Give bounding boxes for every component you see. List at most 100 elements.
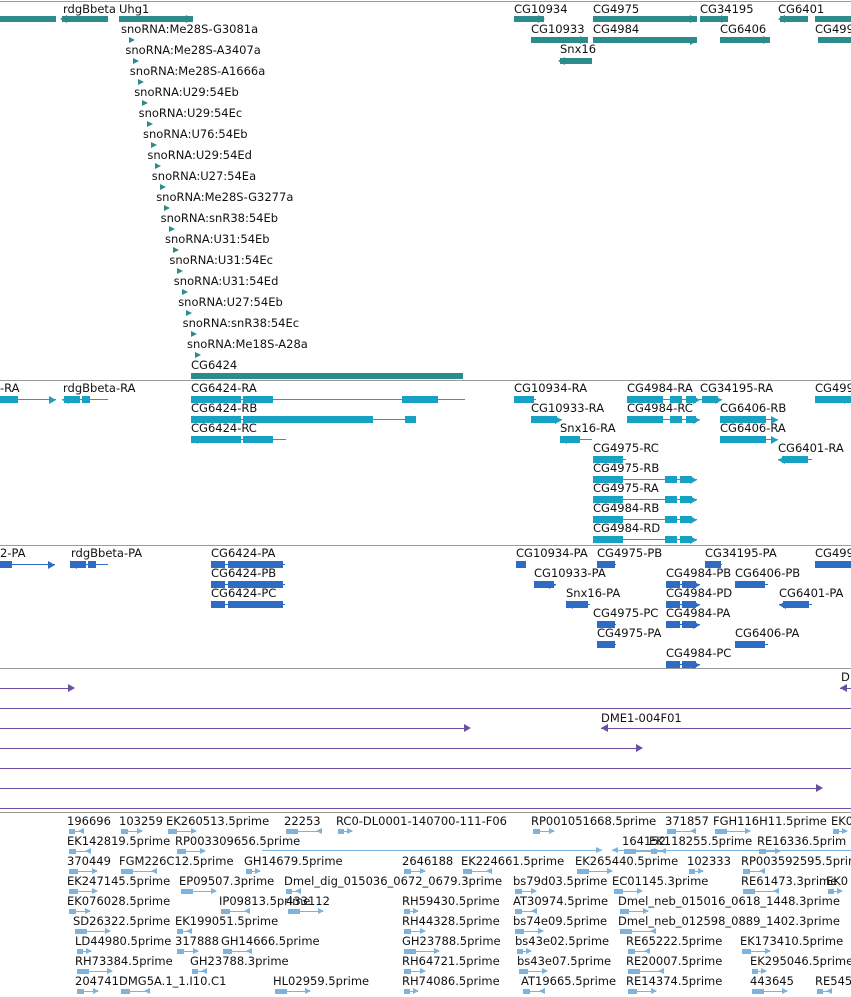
- est-block[interactable]: [168, 829, 178, 834]
- exon-block[interactable]: [627, 396, 663, 403]
- est-line[interactable]: [624, 851, 659, 852]
- gene-model[interactable]: [593, 539, 697, 540]
- est-block[interactable]: [404, 949, 416, 954]
- est-line[interactable]: [77, 991, 98, 992]
- est-line[interactable]: [177, 851, 205, 852]
- est-line[interactable]: [743, 871, 764, 872]
- gene-model[interactable]: [593, 479, 697, 480]
- exon-block[interactable]: [702, 396, 718, 403]
- est-block[interactable]: [286, 889, 292, 894]
- exon-block[interactable]: [665, 476, 677, 483]
- est-line[interactable]: [246, 871, 260, 872]
- est-block[interactable]: [77, 969, 89, 974]
- feature-glyph[interactable]: [815, 16, 851, 22]
- est-line[interactable]: [620, 911, 648, 912]
- est-block[interactable]: [689, 869, 695, 874]
- exon-block[interactable]: [705, 561, 721, 568]
- est-line[interactable]: [286, 891, 300, 892]
- est-block[interactable]: [69, 849, 76, 854]
- est-line[interactable]: [338, 831, 352, 832]
- exon-block[interactable]: [593, 516, 623, 523]
- est-block[interactable]: [69, 829, 75, 834]
- exon-block[interactable]: [514, 396, 534, 403]
- est-line[interactable]: [523, 991, 544, 992]
- gene-bar[interactable]: [62, 16, 108, 22]
- exon-block[interactable]: [191, 436, 241, 443]
- exon-block[interactable]: [670, 416, 682, 423]
- est-line[interactable]: [519, 971, 547, 972]
- est-line[interactable]: [121, 991, 149, 992]
- feature-glyph[interactable]: [531, 37, 588, 43]
- exon-block[interactable]: [815, 561, 851, 568]
- gene-bar[interactable]: [119, 16, 193, 22]
- gene-bar[interactable]: [0, 16, 56, 22]
- exon-block[interactable]: [228, 601, 283, 608]
- est-line[interactable]: [620, 931, 655, 932]
- exon-block[interactable]: [666, 621, 680, 628]
- est-line[interactable]: [689, 871, 703, 872]
- est-line[interactable]: [614, 891, 642, 892]
- est-line[interactable]: [69, 851, 90, 852]
- est-block[interactable]: [404, 909, 410, 914]
- feature-glyph[interactable]: [700, 16, 728, 22]
- est-line[interactable]: [743, 891, 778, 892]
- est-line[interactable]: [286, 831, 321, 832]
- est-line[interactable]: [742, 951, 770, 952]
- est-line[interactable]: [651, 851, 665, 852]
- est-block[interactable]: [181, 889, 193, 894]
- est-block[interactable]: [69, 869, 79, 874]
- est-line[interactable]: [515, 911, 536, 912]
- est-block[interactable]: [177, 849, 187, 854]
- est-block[interactable]: [69, 909, 76, 914]
- clone-line[interactable]: [601, 728, 851, 729]
- est-block[interactable]: [667, 829, 677, 834]
- est-block[interactable]: [77, 989, 84, 994]
- exon-block[interactable]: [682, 601, 696, 608]
- exon-block[interactable]: [597, 641, 615, 648]
- est-line[interactable]: [752, 991, 787, 992]
- est-block[interactable]: [624, 849, 636, 854]
- est-line[interactable]: [628, 951, 649, 952]
- exon-block[interactable]: [597, 621, 615, 628]
- est-line[interactable]: [715, 831, 750, 832]
- est-line[interactable]: [275, 991, 310, 992]
- est-block[interactable]: [759, 849, 766, 854]
- est-line[interactable]: [817, 991, 831, 992]
- est-block[interactable]: [743, 889, 755, 894]
- exon-block[interactable]: [720, 436, 766, 443]
- exon-block[interactable]: [682, 581, 696, 588]
- gene-model[interactable]: [593, 519, 697, 520]
- clone-line[interactable]: [0, 748, 640, 749]
- est-line[interactable]: [177, 951, 198, 952]
- exon-block[interactable]: [534, 581, 554, 588]
- clone-line[interactable]: [0, 708, 851, 709]
- exon-block[interactable]: [64, 396, 80, 403]
- clone-line[interactable]: [0, 768, 851, 769]
- est-block[interactable]: [620, 909, 630, 914]
- exon-block[interactable]: [666, 581, 680, 588]
- est-line[interactable]: [77, 971, 112, 972]
- exon-block[interactable]: [593, 496, 623, 503]
- est-block[interactable]: [404, 969, 411, 974]
- est-block[interactable]: [69, 889, 79, 894]
- exon-block[interactable]: [531, 416, 557, 423]
- exon-block[interactable]: [402, 396, 438, 403]
- est-block[interactable]: [628, 949, 635, 954]
- exon-block[interactable]: [665, 516, 677, 523]
- est-block[interactable]: [75, 929, 87, 934]
- exon-block[interactable]: [560, 436, 580, 443]
- feature-glyph[interactable]: [593, 16, 697, 22]
- exon-block[interactable]: [593, 456, 623, 463]
- exon-block[interactable]: [682, 661, 696, 668]
- exon-block[interactable]: [88, 561, 96, 568]
- est-line[interactable]: [404, 931, 425, 932]
- est-block[interactable]: [121, 989, 131, 994]
- est-block[interactable]: [77, 949, 83, 954]
- est-block[interactable]: [515, 909, 522, 914]
- exon-block[interactable]: [211, 601, 225, 608]
- exon-block[interactable]: [815, 396, 851, 403]
- feature-glyph[interactable]: [593, 37, 697, 43]
- est-block[interactable]: [828, 889, 834, 894]
- exon-block[interactable]: [735, 641, 765, 648]
- est-block[interactable]: [177, 929, 183, 934]
